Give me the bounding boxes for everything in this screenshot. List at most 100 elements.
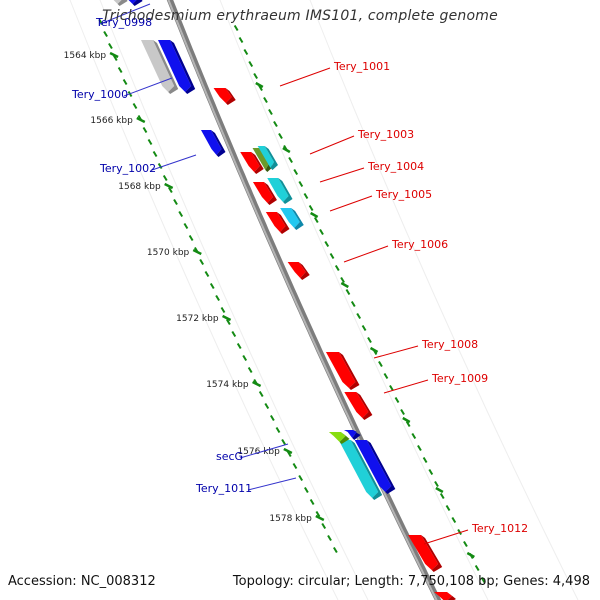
tick-mark — [209, 282, 215, 290]
kbp-tick-label: 1570 kbp — [147, 248, 190, 258]
gene-feature-tery-1008[interactable] — [325, 352, 360, 390]
tick-mark — [480, 576, 486, 584]
tick-mark — [411, 432, 417, 440]
gene-label-tery-1011[interactable]: Tery_1011 — [195, 482, 252, 495]
tick-mark — [243, 48, 249, 56]
tick-mark — [309, 498, 315, 506]
label-connector — [99, 3, 151, 25]
gene-face — [338, 440, 379, 498]
gene-features — [106, 0, 456, 600]
gene-face — [408, 535, 439, 570]
tick-mark — [321, 522, 327, 530]
gene-shade — [251, 152, 264, 174]
tick-mark — [288, 156, 293, 164]
tick-mark — [204, 270, 210, 278]
gene-face — [328, 432, 346, 442]
gene-feature-tery-1002[interactable] — [200, 130, 226, 157]
tick-mark — [350, 300, 356, 308]
gene-feature-blue[interactable] — [354, 440, 396, 494]
tick-mark — [324, 240, 330, 248]
tick-marks: 1564 kbp 1566 kbp 1568 kbp 1570 kbp 1572 kbp… — [64, 18, 486, 584]
gene-feature-tery-1011[interactable] — [338, 440, 383, 500]
gene-feature-gray[interactable] — [106, 0, 128, 6]
gene-feature-red[interactable] — [265, 212, 290, 234]
label-connector — [247, 477, 297, 491]
gene-feature-tery-1005[interactable] — [280, 208, 304, 230]
tick-mark — [147, 138, 153, 146]
gene-shade — [366, 440, 396, 494]
gene-feature-tery-1004[interactable] — [267, 178, 293, 204]
tick-mark — [463, 540, 468, 548]
gene-label-tery-1005[interactable]: Tery_1005 — [375, 188, 432, 201]
gene-feature-secg[interactable] — [328, 432, 350, 444]
gene-shade — [338, 352, 360, 390]
gene-feature-tery-1000[interactable] — [158, 40, 196, 94]
tick-mark — [378, 360, 383, 368]
kbp-major-tick — [192, 248, 202, 256]
gene-label-tery-1008[interactable]: Tery_1008 — [421, 338, 478, 351]
genome-summary-text: Topology: circular; Length: 7,750,108 bp… — [232, 574, 590, 589]
gene-face — [113, 0, 122, 4]
gene-feature-tery-1003[interactable] — [257, 146, 278, 170]
gene-label-tery-1001[interactable]: Tery_1001 — [333, 60, 390, 73]
gene-label-tery-1006[interactable]: Tery_1006 — [391, 238, 448, 251]
gene-shade — [339, 432, 350, 444]
tick-mark — [264, 402, 270, 410]
gene-label-tery-1004[interactable]: Tery_1004 — [367, 160, 424, 173]
gene-label-tery-1009[interactable]: Tery_1009 — [431, 372, 488, 385]
lane-boundary — [219, 0, 489, 600]
tick-mark — [226, 318, 231, 326]
tick-mark — [445, 504, 451, 512]
tick-mark — [275, 426, 281, 434]
kbp-tick-label: 1574 kbp — [206, 380, 249, 390]
gene-feature-tery-1006[interactable] — [287, 262, 310, 280]
gene-feature-red[interactable] — [434, 592, 456, 600]
kbp-tick-label: 1576 kbp — [237, 447, 280, 457]
gene-feature-tery-1009[interactable] — [344, 392, 373, 420]
gene-labels: Tery_0998 Tery_1000 Tery_1002 secG Tery_1011… — [71, 16, 528, 535]
gene-feature-tery-0998[interactable] — [121, 0, 143, 6]
tick-mark — [327, 534, 332, 542]
gene-shade — [264, 146, 278, 170]
gene-feature-small-blue[interactable] — [343, 430, 361, 440]
gene-label-tery-1002[interactable]: Tery_1002 — [99, 162, 156, 175]
gene-shade — [278, 178, 293, 204]
tick-mark — [474, 564, 480, 572]
gene-shade — [352, 430, 361, 440]
gene-label-tery-0998[interactable]: Tery_0998 — [95, 16, 152, 29]
tick-mark — [248, 60, 254, 68]
kbp-major-tick — [136, 116, 146, 124]
gene-shade — [210, 130, 226, 157]
gene-feature-red[interactable] — [252, 182, 277, 205]
gene-shade — [225, 88, 236, 105]
tick-mark — [157, 162, 163, 170]
gene-shade — [298, 262, 310, 280]
gene-face — [267, 178, 289, 202]
gene-face — [325, 352, 356, 388]
gene-feature-tery-1001[interactable] — [213, 88, 236, 105]
genome-backbone — [166, 0, 442, 600]
tick-mark — [383, 372, 389, 380]
kbp-major-tick — [222, 314, 232, 322]
major-tick — [310, 211, 319, 219]
gene-shade — [356, 392, 373, 420]
gene-feature-gray[interactable] — [141, 40, 179, 94]
kbp-tick-label: 1572 kbp — [176, 314, 219, 324]
lane-boundary — [99, 0, 369, 600]
major-tick — [435, 486, 444, 494]
tick-mark — [333, 546, 338, 554]
gene-label-secg[interactable]: secG — [216, 450, 243, 463]
gene-face — [344, 392, 369, 418]
gene-label-tery-1012[interactable]: Tery_1012 — [471, 522, 528, 535]
major-tick — [466, 551, 475, 559]
tick-mark — [231, 330, 237, 338]
gene-label-tery-1000[interactable]: Tery_1000 — [71, 88, 128, 101]
lane-boundary — [69, 0, 339, 600]
gene-feature-tery-1012[interactable] — [408, 535, 443, 572]
gene-shade — [170, 40, 196, 94]
tick-mark — [258, 390, 264, 398]
gene-feature-red[interactable] — [240, 152, 264, 174]
tick-mark — [292, 462, 298, 470]
kbp-major-tick — [109, 51, 119, 59]
gene-label-tery-1003[interactable]: Tery_1003 — [357, 128, 414, 141]
